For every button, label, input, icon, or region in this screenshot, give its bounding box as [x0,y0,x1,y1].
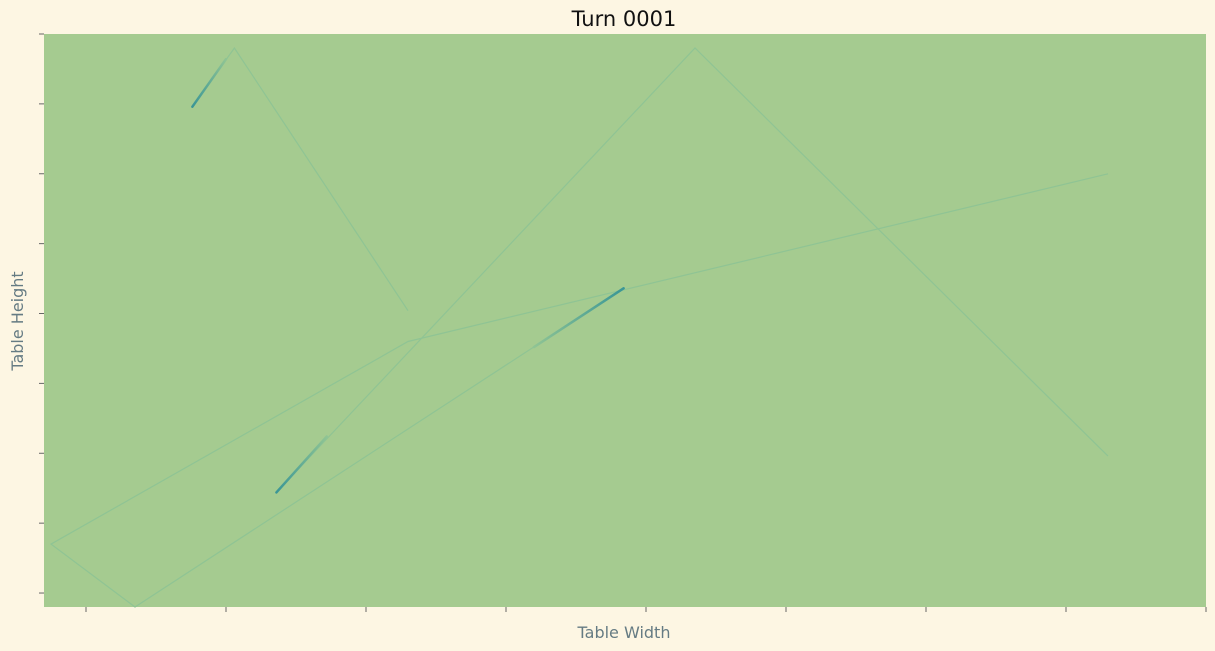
trail-line-3 [49,173,1109,608]
x-axis-label: Table Width [577,623,671,642]
x-axis-ticks [85,607,1207,612]
table-surface [44,34,1206,607]
ball-segments [191,57,625,494]
y-axis-label: Table Height [8,271,27,371]
ball-segment-2 [275,435,329,494]
ball-segment-3 [532,287,625,349]
trail-line-2 [275,47,1109,493]
y-axis-ticks [39,33,44,594]
chart-title: Turn 0001 [571,7,677,31]
ball-segment-1 [191,57,228,108]
